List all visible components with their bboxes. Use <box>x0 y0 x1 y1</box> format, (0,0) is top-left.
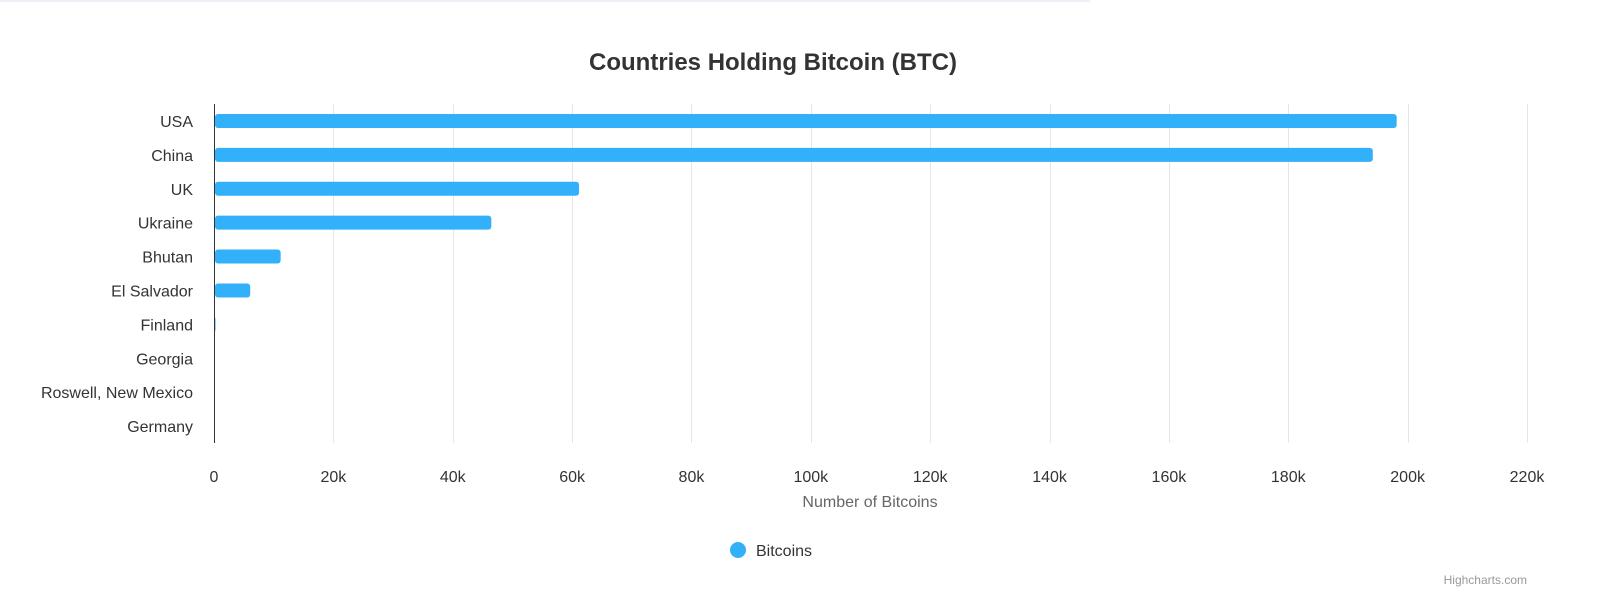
x-tick-label: 100k <box>793 469 829 486</box>
legend-symbol[interactable] <box>730 542 746 558</box>
top-divider <box>0 0 1090 2</box>
x-tick-label: 60k <box>559 469 586 486</box>
category-label-bhutan: Bhutan <box>142 250 193 267</box>
category-label-china: China <box>151 148 193 165</box>
x-tick-label: 160k <box>1152 469 1188 486</box>
category-label-finland: Finland <box>141 317 193 334</box>
x-tick-label: 200k <box>1390 469 1426 486</box>
x-tick-label: 140k <box>1032 469 1068 486</box>
category-labels: USA China UK Ukraine Bhutan El Salvador Finlan… <box>41 114 194 436</box>
bar-bhutan[interactable] <box>215 249 281 264</box>
bar-uk[interactable] <box>215 181 580 196</box>
x-tick-label: 180k <box>1271 469 1307 486</box>
bar-series <box>215 113 1397 332</box>
x-tick-label: 220k <box>1510 469 1546 486</box>
category-label-ukraine: Ukraine <box>138 216 193 233</box>
category-label-germany: Germany <box>127 419 193 436</box>
chart-title: Countries Holding Bitcoin (BTC) <box>589 49 957 76</box>
x-tick-labels: 0 20k 40k 60k 80k 100k 120k 140k 160k 180k 200k 220… <box>210 469 1546 486</box>
x-axis-title: Number of Bitcoins <box>802 494 937 511</box>
legend-item-bitcoins[interactable]: Bitcoins <box>730 542 812 560</box>
credits-link[interactable]: Highcharts.com <box>1444 573 1527 587</box>
x-tick-label: 120k <box>913 469 949 486</box>
category-label-usa: USA <box>160 114 193 131</box>
x-tick-label: 20k <box>320 469 347 486</box>
category-label-uk: UK <box>171 182 194 199</box>
category-label-roswell-new-mexico: Roswell, New Mexico <box>41 385 193 402</box>
x-tick-label: 40k <box>440 469 467 486</box>
x-tick-label: 80k <box>679 469 706 486</box>
bar-el-salvador[interactable] <box>215 283 251 298</box>
bar-ukraine[interactable] <box>215 215 492 230</box>
category-label-el-salvador: El Salvador <box>111 283 193 300</box>
bar-finland[interactable] <box>215 317 216 332</box>
legend-label[interactable]: Bitcoins <box>756 543 812 560</box>
x-tick-label: 0 <box>210 469 219 486</box>
bar-china[interactable] <box>215 147 1373 162</box>
category-label-georgia: Georgia <box>136 351 193 368</box>
bar-usa[interactable] <box>215 113 1397 128</box>
